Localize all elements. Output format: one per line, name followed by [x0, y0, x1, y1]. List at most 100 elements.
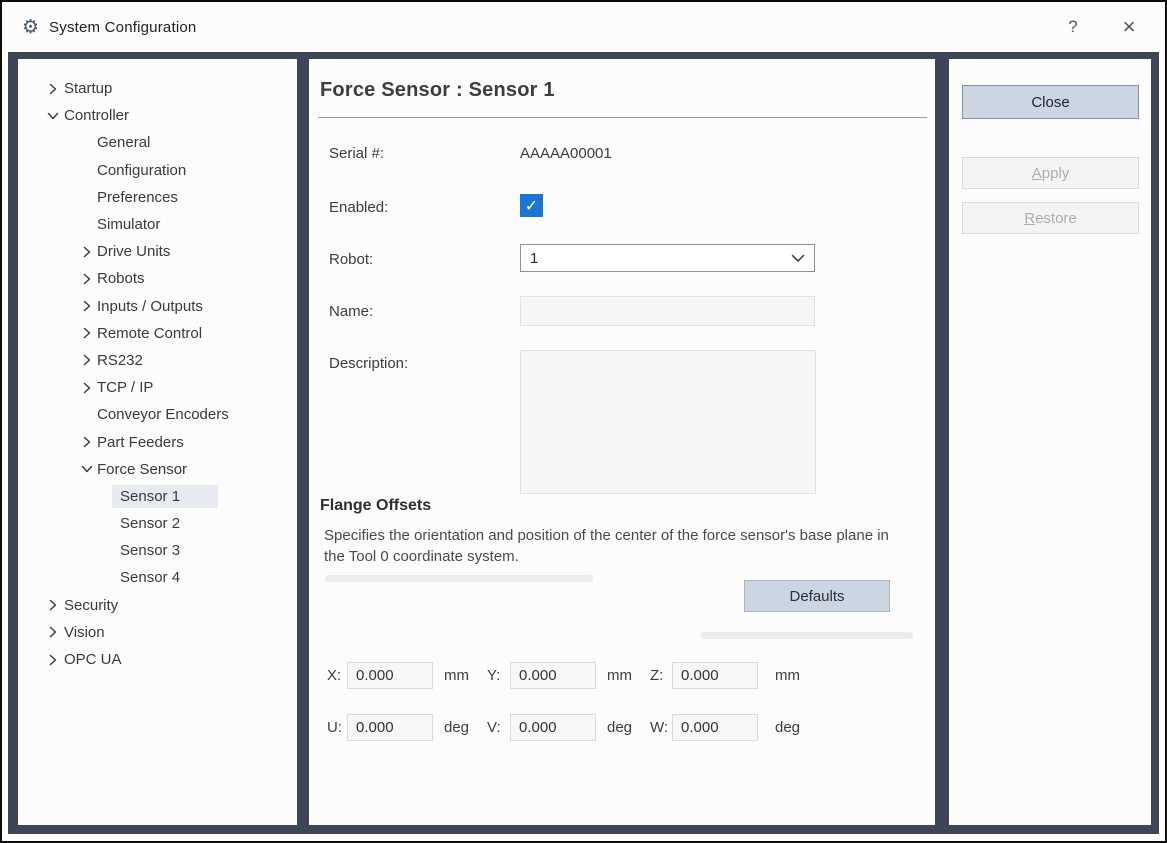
sidebar-item-label: Sensor 4: [120, 569, 181, 587]
sidebar-item-label: Remote Control: [97, 324, 203, 342]
sidebar-item-sensor-1[interactable]: Sensor 1: [18, 483, 297, 510]
robot-dropdown[interactable]: 1: [520, 244, 815, 272]
offset-row-xyz: X: mm Y: mm Z: mm: [309, 662, 935, 690]
sidebar-item-label: Startup: [64, 80, 113, 98]
title-bar: ⚙ System Configuration ? ×: [4, 4, 1163, 50]
sidebar-item-label: Sensor 2: [120, 515, 181, 533]
v-axis-label: V:: [487, 719, 501, 736]
apply-button[interactable]: Apply: [962, 157, 1139, 189]
sidebar-item-opc-ua[interactable]: OPC UA: [18, 646, 297, 673]
w-offset-input[interactable]: [672, 714, 758, 741]
serial-value: AAAAA00001: [520, 145, 612, 162]
chevron-right-icon[interactable]: [77, 436, 97, 448]
window-close-button[interactable]: ×: [1122, 14, 1136, 39]
chevron-right-icon[interactable]: [42, 654, 64, 666]
u-axis-label: U:: [327, 719, 342, 736]
sidebar-item-rs232[interactable]: RS232: [18, 347, 297, 374]
chevron-down-icon[interactable]: [77, 463, 97, 475]
name-input[interactable]: [520, 296, 815, 326]
sidebar-item-label: General: [97, 134, 151, 152]
z-unit-label: mm: [775, 667, 800, 684]
sidebar-item-tcp-ip[interactable]: TCP / IP: [18, 374, 297, 401]
chevron-right-icon[interactable]: [77, 273, 97, 285]
x-offset-input[interactable]: [347, 662, 433, 689]
navigation-tree: Startup Controller General Configuration…: [18, 59, 297, 673]
sidebar-item-configuration[interactable]: Configuration: [18, 157, 297, 184]
w-axis-label: W:: [650, 719, 669, 736]
sidebar-item-robots[interactable]: Robots: [18, 265, 297, 292]
sidebar-item-label: Force Sensor: [97, 460, 188, 478]
sidebar-item-conveyor-encoders[interactable]: Conveyor Encoders: [18, 401, 297, 428]
chevron-right-icon[interactable]: [77, 300, 97, 312]
enabled-label: Enabled:: [329, 199, 389, 216]
chevron-right-icon[interactable]: [42, 626, 64, 638]
sidebar-item-label: Configuration: [97, 161, 187, 179]
serial-label: Serial #:: [329, 145, 385, 162]
u-offset-input[interactable]: [347, 714, 433, 741]
sidebar-item-remote-control[interactable]: Remote Control: [18, 320, 297, 347]
sidebar-item-label: OPC UA: [64, 651, 122, 669]
sidebar-item-label: Vision: [64, 623, 105, 641]
faded-text-artifact: [325, 575, 593, 582]
chevron-right-icon[interactable]: [77, 327, 97, 339]
sidebar-item-force-sensor[interactable]: Force Sensor: [18, 456, 297, 483]
chevron-right-icon[interactable]: [42, 83, 64, 95]
chevron-right-icon[interactable]: [42, 599, 64, 611]
robot-dropdown-value: 1: [530, 249, 539, 267]
sidebar-item-drive-units[interactable]: Drive Units: [18, 238, 297, 265]
page-title: Force Sensor : Sensor 1: [320, 79, 555, 101]
sidebar-item-label: TCP / IP: [97, 379, 154, 397]
defaults-button[interactable]: Defaults: [744, 580, 890, 612]
window-title: System Configuration: [49, 18, 197, 36]
dialog-frame: Startup Controller General Configuration…: [8, 52, 1159, 834]
z-offset-input[interactable]: [672, 662, 758, 689]
sidebar-item-simulator[interactable]: Simulator: [18, 211, 297, 238]
x-axis-label: X:: [327, 667, 342, 684]
sidebar-item-label: Drive Units: [97, 243, 171, 261]
name-label: Name:: [329, 303, 374, 320]
sidebar-item-sensor-2[interactable]: Sensor 2: [18, 510, 297, 537]
sidebar-item-sensor-3[interactable]: Sensor 3: [18, 537, 297, 564]
v-offset-input[interactable]: [510, 714, 596, 741]
sidebar-item-part-feeders[interactable]: Part Feeders: [18, 428, 297, 455]
chevron-down-icon[interactable]: [42, 110, 64, 122]
offset-row-uvw: U: deg V: deg W: deg: [309, 714, 935, 742]
y-axis-label: Y:: [487, 667, 501, 684]
apply-button-label: Apply: [1031, 164, 1070, 182]
y-unit-label: mm: [607, 667, 632, 684]
close-button-label: Close: [1031, 93, 1070, 111]
sidebar-item-label: Controller: [64, 107, 130, 125]
description-textarea[interactable]: [520, 350, 816, 494]
sidebar-item-controller[interactable]: Controller: [18, 102, 297, 129]
sidebar-item-inputs-outputs[interactable]: Inputs / Outputs: [18, 293, 297, 320]
sidebar-item-sensor-4[interactable]: Sensor 4: [18, 564, 297, 591]
actions-panel: Close Apply Restore: [949, 59, 1151, 825]
sidebar-item-label: Inputs / Outputs: [97, 297, 203, 315]
sidebar-item-startup[interactable]: Startup: [18, 75, 297, 102]
help-button[interactable]: ?: [1068, 17, 1078, 36]
w-unit-label: deg: [775, 719, 801, 736]
sidebar-item-label: Robots: [97, 270, 145, 288]
navigation-tree-panel: Startup Controller General Configuration…: [18, 59, 297, 825]
y-offset-input[interactable]: [510, 662, 596, 689]
chevron-right-icon[interactable]: [77, 246, 97, 258]
close-button[interactable]: Close: [962, 85, 1139, 119]
chevron-right-icon[interactable]: [77, 354, 97, 366]
sidebar-item-label: Sensor 3: [120, 542, 181, 560]
x-unit-label: mm: [444, 667, 469, 684]
robot-label: Robot:: [329, 251, 374, 268]
enabled-checkbox[interactable]: ✓: [520, 194, 543, 217]
gear-icon: ⚙: [22, 16, 40, 38]
sidebar-item-general[interactable]: General: [18, 129, 297, 156]
title-divider: [318, 117, 927, 118]
sidebar-item-security[interactable]: Security: [18, 592, 297, 619]
sidebar-item-label: Preferences: [97, 188, 178, 206]
flange-offsets-description: Specifies the orientation and position o…: [324, 527, 889, 565]
sidebar-item-vision[interactable]: Vision: [18, 619, 297, 646]
restore-button[interactable]: Restore: [962, 202, 1139, 234]
flange-offsets-heading: Flange Offsets: [320, 497, 432, 514]
settings-page: Force Sensor : Sensor 1 Serial #: AAAAA0…: [309, 59, 935, 825]
chevron-right-icon[interactable]: [77, 382, 97, 394]
sidebar-item-preferences[interactable]: Preferences: [18, 184, 297, 211]
